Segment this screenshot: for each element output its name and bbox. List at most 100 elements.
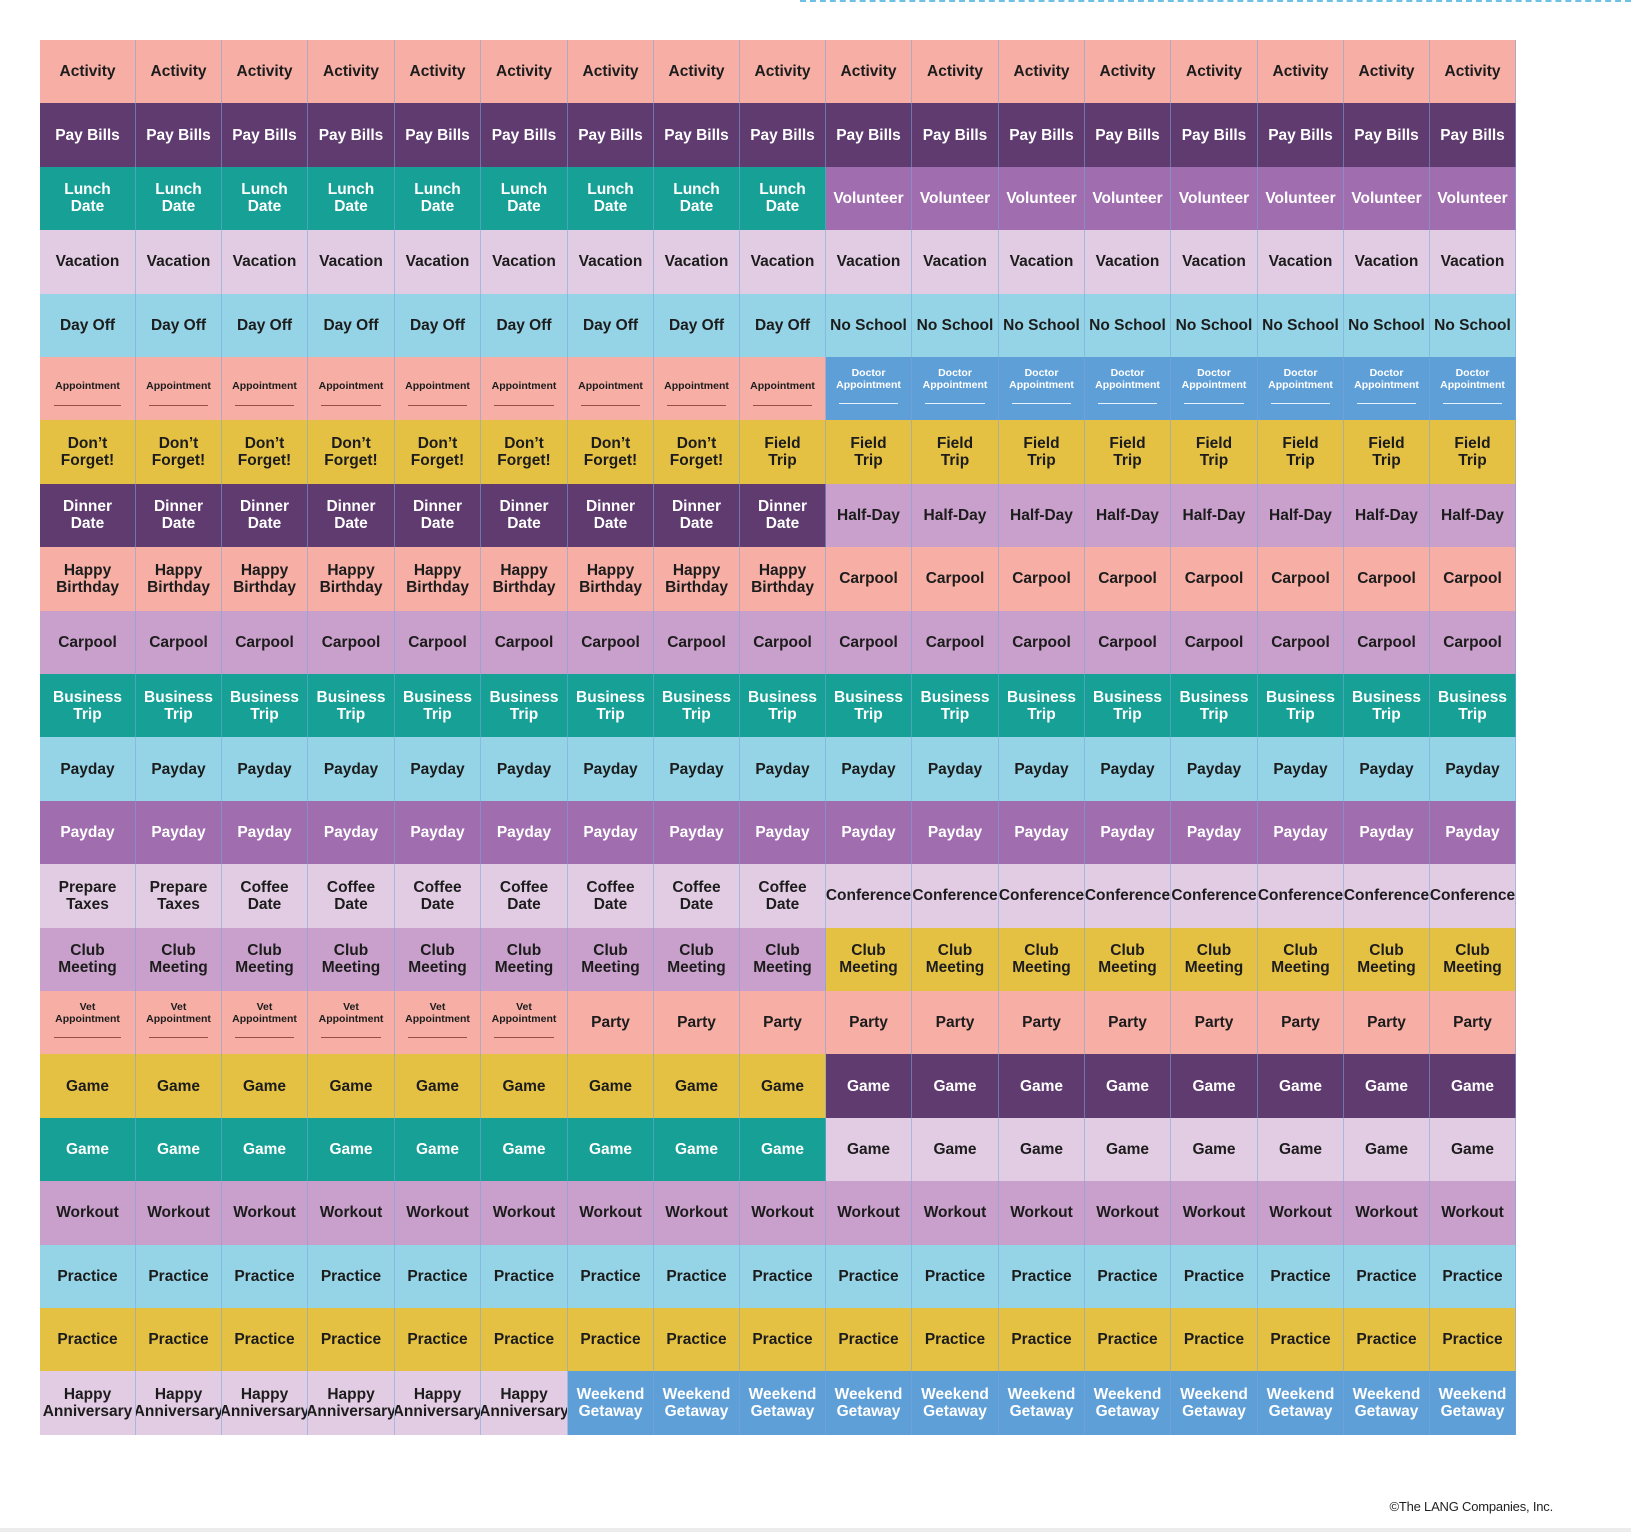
sticker[interactable]: Field Trip xyxy=(826,420,912,484)
sticker[interactable]: Carpool xyxy=(40,610,136,674)
sticker[interactable]: Club Meeting xyxy=(568,927,654,991)
sticker[interactable]: Game xyxy=(654,1117,740,1182)
sticker[interactable]: Pay Bills xyxy=(222,103,308,167)
sticker[interactable]: Weekend Getaway xyxy=(568,1371,654,1435)
sticker[interactable]: Weekend Getaway xyxy=(912,1371,999,1435)
sticker[interactable]: Dinner Date xyxy=(740,483,826,548)
sticker[interactable]: Vacation xyxy=(1344,230,1430,294)
sticker[interactable]: Workout xyxy=(481,1181,568,1245)
sticker[interactable]: Practice xyxy=(1085,1244,1171,1308)
sticker[interactable]: Dinner Date xyxy=(136,483,222,548)
sticker[interactable]: Game xyxy=(1171,1117,1258,1182)
sticker[interactable]: Game xyxy=(395,1054,481,1118)
sticker[interactable]: Carpool xyxy=(222,610,308,674)
sticker[interactable]: Coffee Date xyxy=(740,864,826,928)
sticker[interactable]: Practice xyxy=(740,1244,826,1308)
sticker[interactable]: Vacation xyxy=(395,230,481,294)
sticker[interactable]: No School xyxy=(1085,293,1171,357)
sticker[interactable]: Game xyxy=(568,1117,654,1182)
sticker[interactable]: Vacation xyxy=(1085,230,1171,294)
sticker[interactable]: Business Trip xyxy=(1258,674,1344,738)
sticker[interactable]: Don’t Forget! xyxy=(654,420,740,484)
sticker[interactable]: Field Trip xyxy=(740,420,826,484)
sticker[interactable]: Business Trip xyxy=(481,674,568,738)
sticker[interactable]: Vacation xyxy=(481,230,568,294)
sticker[interactable]: Party xyxy=(1344,991,1430,1055)
sticker[interactable]: Half-Day xyxy=(912,483,999,548)
sticker[interactable]: Activity xyxy=(136,40,222,104)
sticker[interactable]: Game xyxy=(826,1117,912,1182)
sticker[interactable]: Practice xyxy=(654,1244,740,1308)
sticker[interactable]: Payday xyxy=(912,737,999,801)
sticker[interactable]: Field Trip xyxy=(1171,420,1258,484)
sticker[interactable]: Happy Anniversary xyxy=(222,1371,308,1435)
sticker[interactable]: Lunch Date xyxy=(395,166,481,231)
sticker[interactable]: Doctor Appointment xyxy=(1171,357,1258,421)
sticker[interactable]: Party xyxy=(912,991,999,1055)
sticker[interactable]: Happy Birthday xyxy=(40,547,136,611)
sticker[interactable]: Happy Birthday xyxy=(308,547,395,611)
sticker[interactable]: Game xyxy=(568,1054,654,1118)
sticker[interactable]: Pay Bills xyxy=(912,103,999,167)
sticker[interactable]: Vet Appointment xyxy=(222,991,308,1055)
sticker[interactable]: Workout xyxy=(222,1181,308,1245)
sticker[interactable]: Carpool xyxy=(395,610,481,674)
sticker[interactable]: Business Trip xyxy=(654,674,740,738)
sticker[interactable]: Pay Bills xyxy=(1258,103,1344,167)
sticker[interactable]: Vacation xyxy=(912,230,999,294)
sticker[interactable]: Day Off xyxy=(222,293,308,357)
sticker[interactable]: Club Meeting xyxy=(740,927,826,991)
sticker[interactable]: Practice xyxy=(826,1244,912,1308)
sticker[interactable]: Day Off xyxy=(136,293,222,357)
sticker[interactable]: Club Meeting xyxy=(1085,927,1171,991)
sticker[interactable]: Game xyxy=(222,1054,308,1118)
sticker[interactable]: Pay Bills xyxy=(40,103,136,167)
sticker[interactable]: Coffee Date xyxy=(395,864,481,928)
sticker[interactable]: Carpool xyxy=(1085,610,1171,674)
sticker[interactable]: Weekend Getaway xyxy=(740,1371,826,1435)
sticker[interactable]: Day Off xyxy=(395,293,481,357)
sticker[interactable]: Payday xyxy=(1171,737,1258,801)
sticker[interactable]: Vacation xyxy=(308,230,395,294)
sticker[interactable]: Field Trip xyxy=(1085,420,1171,484)
sticker[interactable]: Practice xyxy=(1171,1244,1258,1308)
sticker[interactable]: Game xyxy=(740,1054,826,1118)
sticker[interactable]: Appointment xyxy=(395,357,481,421)
sticker[interactable]: Conference xyxy=(912,864,999,928)
sticker[interactable]: Pay Bills xyxy=(826,103,912,167)
sticker[interactable]: Happy Anniversary xyxy=(308,1371,395,1435)
sticker[interactable]: Workout xyxy=(654,1181,740,1245)
sticker[interactable]: Vacation xyxy=(740,230,826,294)
sticker[interactable]: Practice xyxy=(1258,1308,1344,1372)
sticker[interactable]: Business Trip xyxy=(308,674,395,738)
sticker[interactable]: Day Off xyxy=(481,293,568,357)
sticker[interactable]: Weekend Getaway xyxy=(1344,1371,1430,1435)
sticker[interactable]: Game xyxy=(740,1117,826,1182)
sticker[interactable]: Game xyxy=(395,1117,481,1182)
sticker[interactable]: Appointment xyxy=(308,357,395,421)
sticker[interactable]: Payday xyxy=(1430,800,1516,865)
sticker[interactable]: Club Meeting xyxy=(395,927,481,991)
sticker[interactable]: Conference xyxy=(1171,864,1258,928)
sticker[interactable]: Vacation xyxy=(568,230,654,294)
sticker[interactable]: Lunch Date xyxy=(481,166,568,231)
sticker[interactable]: Pay Bills xyxy=(395,103,481,167)
sticker[interactable]: Vacation xyxy=(136,230,222,294)
sticker[interactable]: Doctor Appointment xyxy=(912,357,999,421)
sticker[interactable]: Happy Birthday xyxy=(395,547,481,611)
sticker[interactable]: Practice xyxy=(1085,1308,1171,1372)
sticker[interactable]: Carpool xyxy=(1258,547,1344,611)
sticker[interactable]: Carpool xyxy=(568,610,654,674)
sticker[interactable]: Workout xyxy=(1258,1181,1344,1245)
sticker[interactable]: Club Meeting xyxy=(999,927,1085,991)
sticker[interactable]: Workout xyxy=(1171,1181,1258,1245)
sticker[interactable]: Party xyxy=(999,991,1085,1055)
sticker[interactable]: Happy Birthday xyxy=(481,547,568,611)
sticker[interactable]: Club Meeting xyxy=(1171,927,1258,991)
sticker[interactable]: Carpool xyxy=(740,610,826,674)
sticker[interactable]: Happy Birthday xyxy=(654,547,740,611)
sticker[interactable]: Weekend Getaway xyxy=(654,1371,740,1435)
sticker[interactable]: Doctor Appointment xyxy=(1430,357,1516,421)
sticker[interactable]: Weekend Getaway xyxy=(1258,1371,1344,1435)
sticker[interactable]: Volunteer xyxy=(1430,166,1516,231)
